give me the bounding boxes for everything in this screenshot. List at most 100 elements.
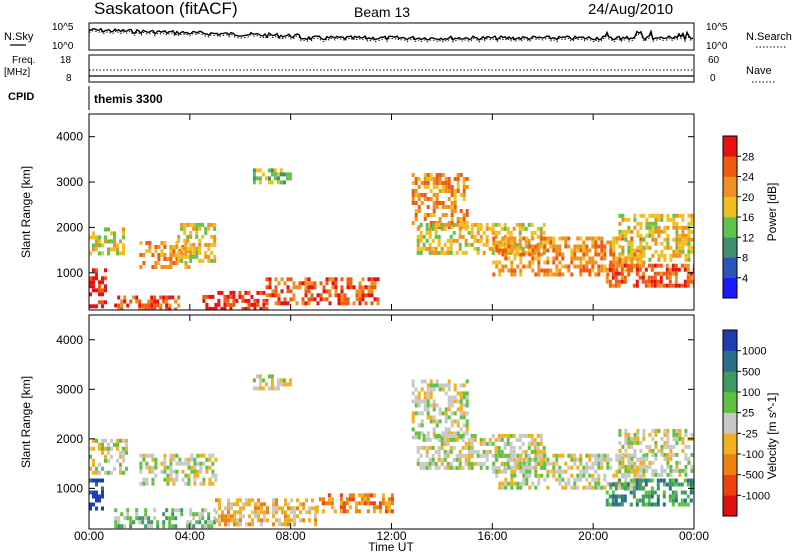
data-cell-4 bbox=[236, 498, 239, 503]
data-cell-12 bbox=[660, 241, 664, 246]
data-cell-10 bbox=[510, 244, 514, 249]
data-cell-11 bbox=[656, 279, 660, 284]
data-cell-8 bbox=[438, 177, 442, 181]
data-cell-2 bbox=[171, 516, 175, 521]
data-cell-10 bbox=[567, 236, 571, 241]
data-cell-10 bbox=[611, 498, 615, 503]
data-cell-11 bbox=[680, 263, 684, 268]
data-cell-0 bbox=[104, 288, 107, 293]
data-cell-7 bbox=[420, 379, 424, 384]
data-cell-10 bbox=[582, 268, 586, 273]
data-cell-11 bbox=[645, 468, 649, 473]
data-cell-4 bbox=[180, 246, 184, 251]
data-cell-12 bbox=[627, 229, 631, 234]
data-cell-7 bbox=[462, 403, 466, 408]
data-cell-3 bbox=[154, 261, 158, 265]
data-cell-10 bbox=[552, 272, 556, 277]
data-cell-4 bbox=[287, 502, 290, 507]
data-cell-8 bbox=[449, 437, 453, 442]
data-cell-10 bbox=[612, 240, 616, 245]
data-cell-9 bbox=[603, 457, 607, 462]
data-cell-3 bbox=[157, 261, 161, 265]
data-cell-8 bbox=[485, 441, 489, 446]
data-cell-9 bbox=[455, 250, 459, 255]
data-cell-6 bbox=[273, 176, 277, 181]
nsearch-series-line bbox=[88, 30, 693, 43]
data-cell-10 bbox=[594, 252, 598, 257]
data-cell-8 bbox=[465, 185, 469, 189]
data-cell-9 bbox=[510, 469, 514, 474]
data-cell-11 bbox=[668, 279, 672, 284]
data-cell-9 bbox=[500, 226, 504, 231]
data-cell-11 bbox=[674, 263, 678, 268]
data-cell-3 bbox=[193, 457, 197, 462]
data-cell-11 bbox=[668, 275, 672, 280]
data-cell-12 bbox=[687, 213, 691, 218]
data-cell-10 bbox=[579, 244, 583, 249]
data-cell-9 bbox=[552, 473, 556, 478]
data-cell-8 bbox=[512, 457, 516, 462]
data-cell-7 bbox=[417, 395, 421, 400]
data-cell-7 bbox=[462, 411, 466, 416]
data-cell-9 bbox=[485, 226, 489, 231]
data-cell-4 bbox=[177, 250, 181, 255]
data-cell-2 bbox=[159, 295, 163, 300]
data-cell-2 bbox=[123, 516, 127, 521]
data-cell-1 bbox=[92, 462, 95, 467]
data-cell-10 bbox=[591, 240, 595, 245]
data-cell-11 bbox=[674, 275, 678, 280]
data-cell-7 bbox=[465, 403, 469, 408]
data-cell-5 bbox=[282, 382, 286, 387]
data-cell-7 bbox=[432, 431, 436, 436]
data-cell-3 bbox=[175, 473, 179, 478]
data-cell-9 bbox=[594, 481, 598, 486]
data-cell-12 bbox=[657, 257, 661, 262]
data-cell-3 bbox=[166, 257, 170, 261]
data-cell-2 bbox=[114, 516, 118, 521]
data-cell-10 bbox=[531, 256, 535, 261]
data-cell-8 bbox=[467, 445, 471, 450]
data-cell-4 bbox=[213, 238, 217, 243]
data-cell-8 bbox=[441, 173, 445, 177]
x-tick-label: 16:00 bbox=[477, 529, 507, 543]
data-cell-9 bbox=[573, 457, 577, 462]
data-cell-1 bbox=[122, 251, 125, 256]
data-cell-2 bbox=[198, 516, 202, 521]
data-cell-7 bbox=[286, 285, 290, 290]
data-cell-5 bbox=[250, 302, 254, 307]
data-cell-9 bbox=[419, 246, 423, 251]
data-cell-1 bbox=[101, 442, 104, 447]
data-cell-8 bbox=[449, 445, 453, 450]
data-cell-6 bbox=[255, 176, 259, 181]
data-cell-7 bbox=[420, 411, 424, 416]
data-cell-6 bbox=[264, 176, 268, 181]
data-cell-11 bbox=[647, 275, 651, 280]
data-cell-4 bbox=[305, 498, 308, 503]
data-cell-10 bbox=[662, 482, 666, 487]
data-cell-11 bbox=[687, 444, 691, 449]
data-cell-7 bbox=[292, 281, 296, 286]
data-cell-7 bbox=[319, 281, 323, 286]
data-cell-9 bbox=[600, 457, 604, 462]
data-cell-12 bbox=[621, 217, 625, 222]
data-cell-7 bbox=[435, 423, 439, 428]
data-cell-10 bbox=[543, 240, 547, 245]
data-cell-3 bbox=[148, 241, 152, 245]
data-cell-10 bbox=[510, 260, 514, 265]
data-cell-9 bbox=[576, 477, 580, 482]
data-cell-9 bbox=[434, 230, 438, 235]
data-cell-9 bbox=[576, 473, 580, 478]
data-cell-7 bbox=[426, 431, 430, 436]
data-cell-9 bbox=[497, 222, 501, 227]
data-cell-8 bbox=[462, 189, 466, 193]
data-cell-11 bbox=[642, 460, 646, 465]
data-cell-9 bbox=[492, 469, 496, 474]
data-cell-7 bbox=[370, 301, 374, 306]
data-cell-11 bbox=[671, 267, 675, 272]
data-cell-0 bbox=[98, 284, 101, 289]
data-cell-8 bbox=[512, 445, 516, 450]
data-cell-10 bbox=[501, 236, 505, 241]
data-cell-2 bbox=[126, 516, 130, 521]
data-cell-7 bbox=[423, 403, 427, 408]
data-cell-7 bbox=[295, 301, 299, 306]
